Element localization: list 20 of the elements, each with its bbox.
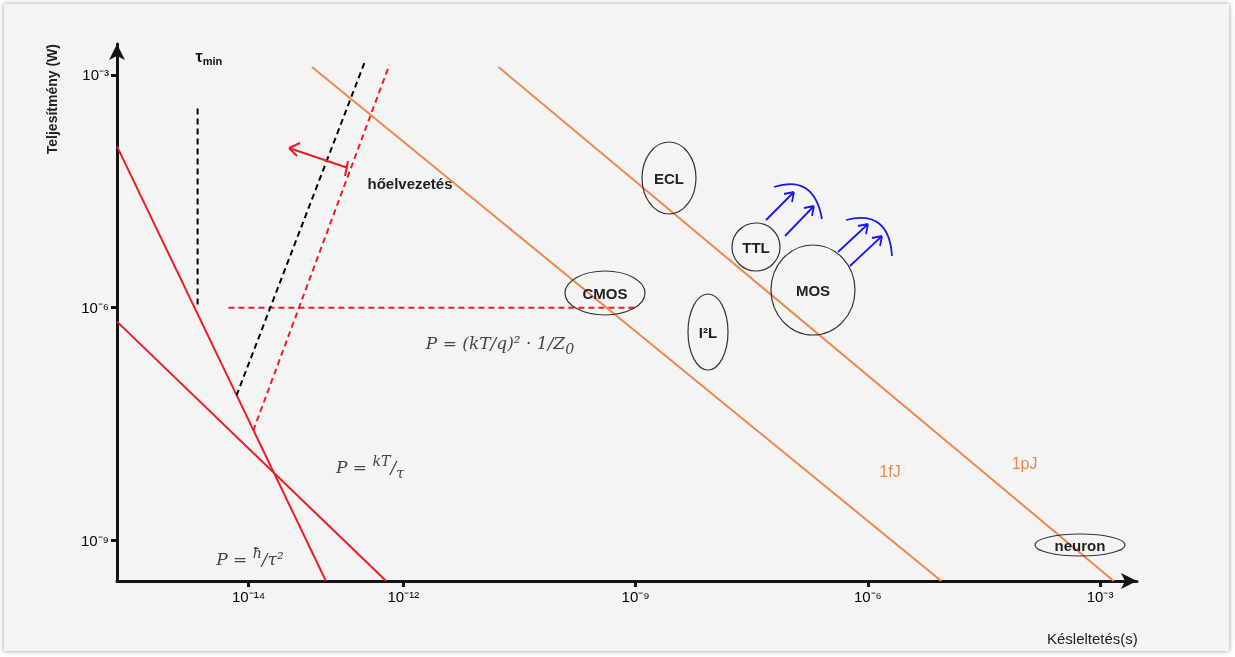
x-tick-label: 10⁻¹⁴	[231, 588, 266, 605]
y-tick-label: 10⁻⁶	[81, 299, 109, 317]
x-tick-label: 10⁻⁹	[621, 588, 650, 605]
annotation: TTL	[742, 238, 770, 256]
x-tick-label: 10⁻¹²	[387, 588, 420, 605]
x-tick-label: 10⁻⁶	[853, 588, 882, 605]
y-tick-label: 10⁻⁹	[80, 531, 109, 549]
x-tick-label: 10⁻³	[1086, 588, 1114, 605]
y-tick-label: 10⁻³	[82, 66, 109, 84]
x-axis-title: Késleltetés(s)	[1047, 630, 1138, 647]
annotation: P = $^{kT}$/$_{τ}$	[335, 453, 405, 481]
annotation: MOS	[795, 281, 831, 299]
annotation: P = (kT/q)² · 1/Z$_{0}$	[425, 333, 575, 357]
series-label: 1pJ	[1011, 454, 1038, 472]
annotation: I²L	[698, 323, 718, 341]
y-axis-title: Teljesítmény (W)	[44, 44, 60, 155]
text: 1fJ	[879, 462, 901, 480]
annotation: hőelvezetés	[367, 174, 453, 192]
annotation: P = $^{ħ}$/τ²	[216, 545, 284, 569]
annotation: ECL	[654, 169, 684, 187]
